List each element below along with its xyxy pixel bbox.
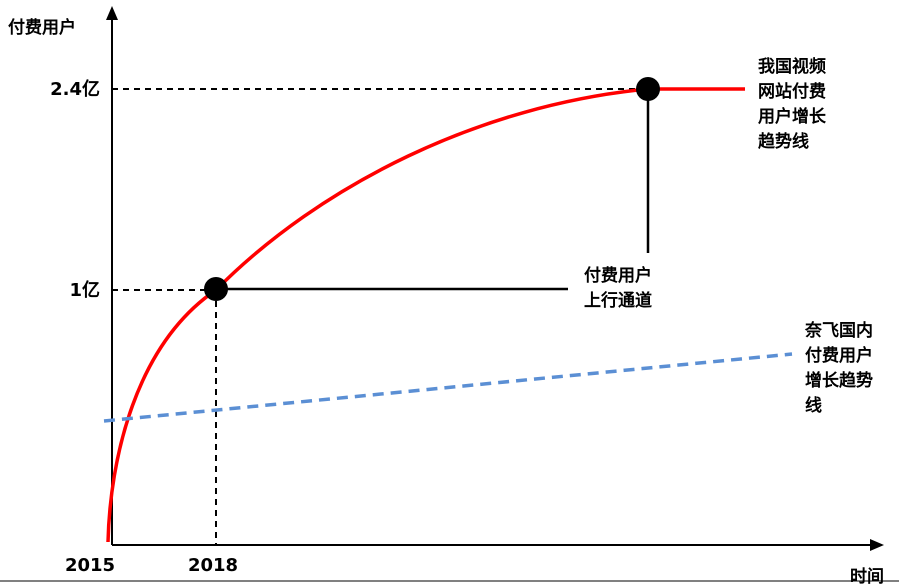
label-line: 增长趋势 [805, 370, 873, 391]
legend-label-china-paid-users: 我国视频 网站付费 用户增长 趋势线 [758, 56, 827, 152]
label-line: 用户增长 [758, 106, 827, 127]
x-tick-label: 2015 [65, 555, 115, 576]
x-tick-label: 2018 [188, 555, 238, 576]
label-line: 趋势线 [758, 131, 809, 152]
label-line: 付费用户 [584, 265, 652, 286]
label-line: 奈飞国内 [804, 320, 873, 341]
label-line: 网站付费 [758, 81, 826, 102]
label-line: 我国视频 [758, 56, 826, 77]
label-line: 线 [805, 395, 822, 416]
y-axis-label: 付费用户 [8, 17, 76, 38]
series-line-china-paid-users [106, 87, 745, 543]
series-line-netflix-paid-users [103, 352, 793, 423]
y-tick-label: 1亿 [69, 279, 100, 301]
label-line: 上行通道 [584, 290, 652, 311]
x-axis-arrow [870, 539, 884, 551]
marker-peak [636, 77, 660, 101]
label-line: 付费用户 [805, 345, 873, 366]
marker-2018 [204, 277, 228, 301]
y-tick-label: 2.4亿 [50, 78, 100, 100]
x-axis-label: 时间 [850, 566, 884, 587]
annotation-upward-channel: 付费用户 上行通道 [584, 265, 652, 311]
y-axis-arrow [106, 6, 118, 20]
legend-label-netflix-paid-users: 奈飞国内 付费用户 增长趋势 线 [804, 320, 873, 416]
